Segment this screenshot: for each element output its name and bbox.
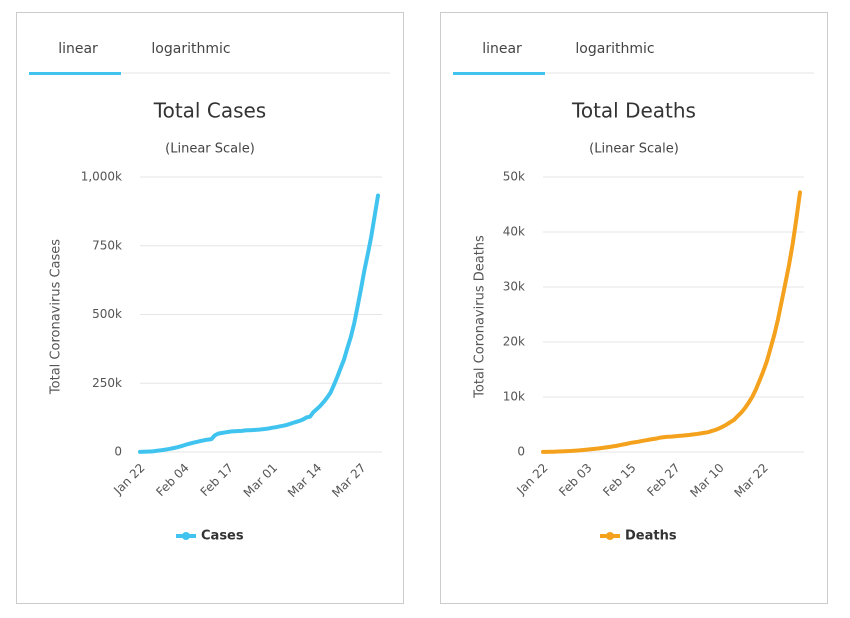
- panel: [16, 12, 404, 604]
- chart-subtitle: (Linear Scale): [589, 142, 679, 157]
- legend-marker: [606, 532, 614, 540]
- tab[interactable]: logarithmic: [151, 41, 230, 57]
- data-line: [138, 193, 380, 454]
- y-tick-label: 0: [114, 445, 122, 459]
- data-line: [541, 190, 802, 454]
- legend-marker: [182, 532, 190, 540]
- y-axis-title: Total Coronavirus Deaths: [473, 235, 488, 399]
- y-tick-label: 750k: [92, 238, 122, 252]
- y-tick-label: 40k: [503, 225, 525, 239]
- y-tick-label: 30k: [503, 280, 525, 294]
- y-tick-label: 500k: [92, 307, 122, 321]
- chart-title: Total Cases: [153, 99, 266, 123]
- legend-label[interactable]: Deaths: [625, 529, 677, 544]
- legend-label[interactable]: Cases: [201, 529, 244, 544]
- y-tick-label: 20k: [503, 335, 525, 349]
- tab[interactable]: linear: [482, 41, 522, 57]
- chart-title: Total Deaths: [571, 99, 696, 123]
- y-tick-label: 50k: [503, 170, 525, 184]
- y-tick-label: 250k: [92, 376, 122, 390]
- y-tick-label: 1,000k: [81, 170, 122, 184]
- chart-subtitle: (Linear Scale): [165, 142, 255, 157]
- tab[interactable]: logarithmic: [575, 41, 654, 57]
- y-tick-label: 0: [517, 445, 525, 459]
- panel: [440, 12, 828, 604]
- tab[interactable]: linear: [58, 41, 98, 57]
- y-axis-title: Total Coronavirus Cases: [49, 239, 64, 395]
- active-tab-indicator: [453, 72, 545, 75]
- active-tab-indicator: [29, 72, 121, 75]
- y-tick-label: 10k: [503, 390, 525, 404]
